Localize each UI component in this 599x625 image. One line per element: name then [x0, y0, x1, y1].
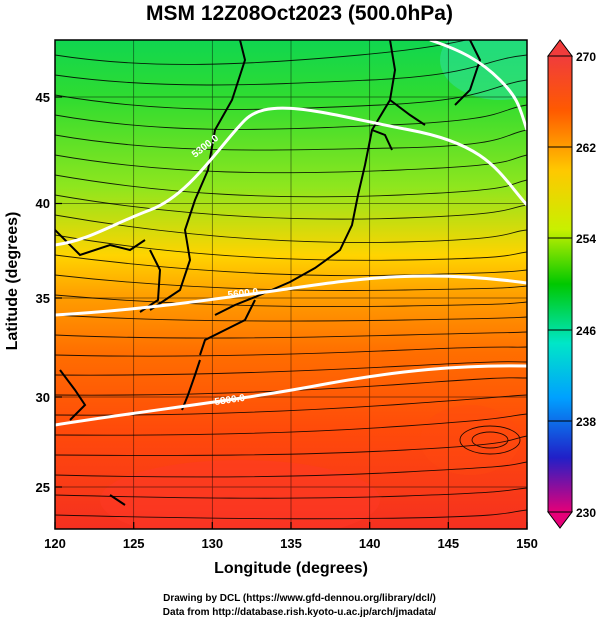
- y-axis-label: Latitude (degrees): [4, 211, 21, 351]
- y-tick-labels: 45 40 35 30 25: [36, 90, 50, 495]
- contour-label-5600: 5600.0: [227, 287, 259, 301]
- x-axis-label: Longitude (degrees): [214, 560, 368, 577]
- y-tick-label: 40: [36, 196, 50, 211]
- y-tick-label: 30: [36, 390, 50, 405]
- y-tick-label: 45: [36, 90, 50, 105]
- x-tick-label: 130: [201, 536, 223, 551]
- x-tick-label: 125: [123, 536, 145, 551]
- x-tick-labels: 120 125 130 135 140 145 150: [44, 536, 538, 551]
- colorbar-tick-label: 238: [576, 415, 596, 429]
- coastline: [55, 40, 482, 506]
- colorbar-bottom-arrow: [547, 511, 573, 529]
- x-tick-label: 145: [437, 536, 459, 551]
- credit-drawing: Drawing by DCL (https://www.gfd-dennou.o…: [163, 593, 436, 604]
- y-axis: [55, 96, 62, 488]
- y-tick-label: 25: [36, 480, 50, 495]
- x-axis: [54, 522, 528, 529]
- colorbar-tick-label: 262: [576, 141, 596, 155]
- credit-data: Data from http://database.rish.kyoto-u.a…: [162, 607, 437, 618]
- x-tick-label: 140: [359, 536, 381, 551]
- colorbar-scale: [547, 55, 573, 513]
- contour-label-5800: 5800.0: [214, 393, 246, 408]
- map-title: MSM 12Z08Oct2023 (500.0hPa): [146, 2, 453, 25]
- colorbar-tick-label: 246: [576, 324, 596, 338]
- wind-streamlines: [55, 40, 527, 520]
- y-tick-label: 35: [36, 291, 50, 306]
- x-tick-label: 135: [280, 536, 302, 551]
- colorbar-tick-label: 254: [576, 232, 596, 246]
- isotherm-contours: [55, 40, 527, 427]
- x-tick-label: 120: [44, 536, 66, 551]
- colorbar-tick-label: 230: [576, 506, 596, 520]
- colorbar: 270 262 254 246 238 230: [547, 39, 596, 529]
- x-tick-label: 150: [516, 536, 538, 551]
- colorbar-top-arrow: [547, 39, 573, 57]
- colorbar-tick-label: 270: [576, 50, 596, 64]
